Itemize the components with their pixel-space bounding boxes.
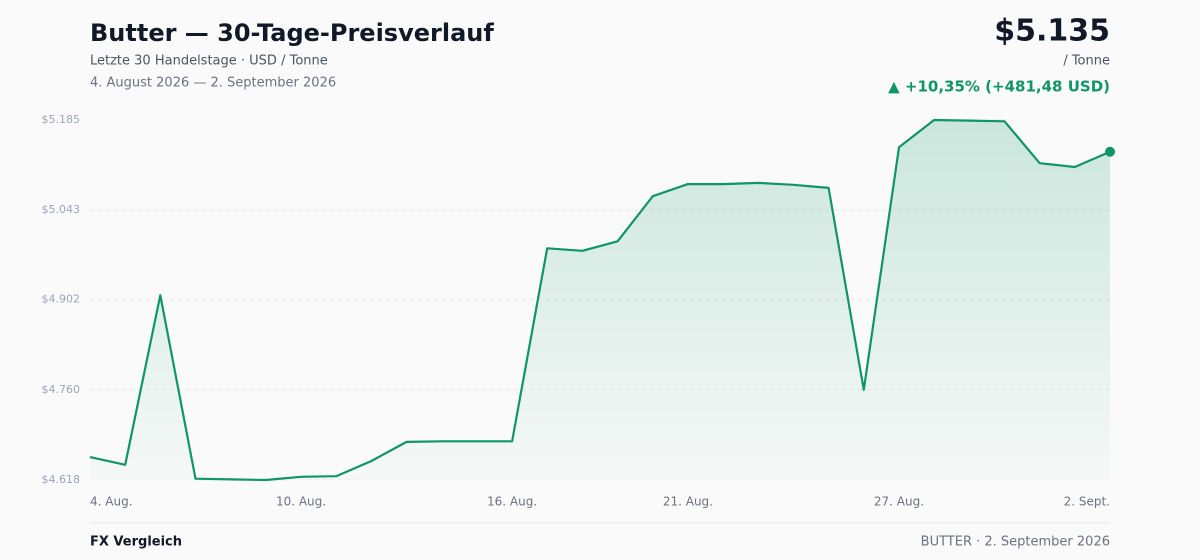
y-tick-label: $5.185: [42, 113, 81, 126]
title: Butter — 30-Tage-Preisverlauf: [90, 19, 494, 47]
y-tick-label: $4.760: [42, 383, 81, 396]
x-tick-label: 21. Aug.: [663, 495, 713, 509]
y-tick-label: $4.902: [42, 293, 81, 306]
subtitle: Letzte 30 Handelstage · USD / Tonne: [90, 54, 328, 69]
y-tick-label: $5.043: [42, 203, 81, 216]
area: [90, 120, 1110, 480]
x-tick-label: 2. Sept.: [1064, 495, 1110, 509]
x-tick-label: 16. Aug.: [487, 495, 537, 509]
footer-left[interactable]: FX Vergleich: [90, 535, 182, 550]
x-tick-label: 10. Aug.: [276, 495, 326, 509]
x-tick-label: 4. Aug.: [90, 495, 133, 509]
price-line: [89, 118, 1111, 482]
unit: / Tonne: [1063, 54, 1110, 69]
price: $5.135: [994, 14, 1110, 49]
last-point: [1105, 146, 1115, 157]
footer-right: BUTTER · 2. September 2026: [921, 535, 1110, 550]
change: ▲ +10,35% (+481,48 USD): [888, 78, 1110, 96]
date-range: 4. August 2026 — 2. September 2026: [90, 76, 336, 91]
x-tick-label: 27. Aug.: [874, 495, 924, 509]
y-tick-label: $4.618: [42, 473, 81, 486]
